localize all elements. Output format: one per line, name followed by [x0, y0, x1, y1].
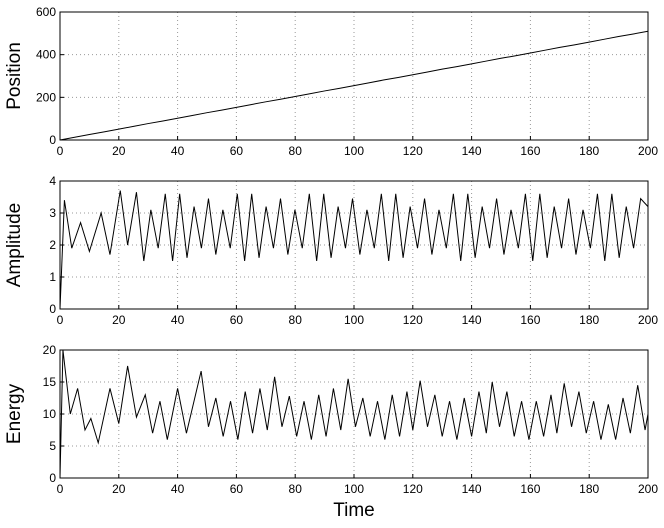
x-tick-label: 0	[57, 144, 64, 158]
x-axis-label: Time	[333, 500, 375, 521]
plot-frame	[59, 11, 649, 141]
x-tick-label: 60	[230, 482, 244, 496]
x-tick-label: 200	[638, 482, 658, 496]
x-tick-label: 160	[520, 313, 540, 327]
x-tick-label: 100	[344, 144, 364, 158]
data-line	[59, 349, 649, 479]
x-tick-label: 60	[230, 313, 244, 327]
x-tick-label: 180	[579, 144, 599, 158]
x-tick-label: 140	[462, 482, 482, 496]
x-tick-label: 100	[344, 482, 364, 496]
x-tick-label: 120	[403, 313, 423, 327]
y-tick-label: 5	[49, 439, 56, 453]
x-tick-label: 140	[462, 144, 482, 158]
x-tick-label: 140	[462, 313, 482, 327]
x-tick-label: 100	[344, 313, 364, 327]
y-axis-label: Position	[4, 42, 25, 110]
y-tick-label: 15	[43, 375, 57, 389]
x-tick-label: 160	[520, 482, 540, 496]
x-tick-label: 40	[171, 482, 185, 496]
y-axis-label: Amplitude	[4, 203, 25, 288]
x-tick-label: 120	[403, 144, 423, 158]
x-tick-label: 160	[520, 144, 540, 158]
y-tick-label: 400	[36, 48, 56, 62]
y-tick-label: 0	[49, 133, 56, 147]
x-tick-label: 80	[289, 313, 303, 327]
x-tick-label: 80	[289, 144, 303, 158]
x-tick-label: 0	[57, 313, 64, 327]
y-axis-label: Energy	[4, 383, 25, 444]
y-tick-label: 10	[43, 407, 57, 421]
x-tick-label: 0	[57, 482, 64, 496]
y-tick-label: 2	[49, 238, 56, 252]
y-tick-label: 3	[49, 206, 56, 220]
y-tick-label: 200	[36, 90, 56, 104]
x-tick-label: 40	[171, 313, 185, 327]
x-tick-label: 200	[638, 144, 658, 158]
x-tick-label: 20	[112, 313, 126, 327]
x-tick-label: 80	[289, 482, 303, 496]
x-tick-label: 20	[112, 144, 126, 158]
x-tick-label: 180	[579, 313, 599, 327]
y-tick-label: 1	[49, 270, 56, 284]
x-tick-label: 20	[112, 482, 126, 496]
x-tick-label: 60	[230, 144, 244, 158]
y-tick-label: 0	[49, 471, 56, 485]
data-line	[59, 190, 649, 310]
x-tick-label: 180	[579, 482, 599, 496]
plot-frame	[59, 349, 649, 479]
x-tick-label: 40	[171, 144, 185, 158]
x-tick-label: 120	[403, 482, 423, 496]
y-tick-label: 20	[43, 343, 57, 357]
y-tick-label: 0	[49, 302, 56, 316]
plot-frame	[59, 180, 649, 310]
y-tick-label: 4	[49, 174, 56, 188]
data-line	[59, 30, 649, 141]
x-tick-label: 200	[638, 313, 658, 327]
y-tick-label: 600	[36, 5, 56, 19]
